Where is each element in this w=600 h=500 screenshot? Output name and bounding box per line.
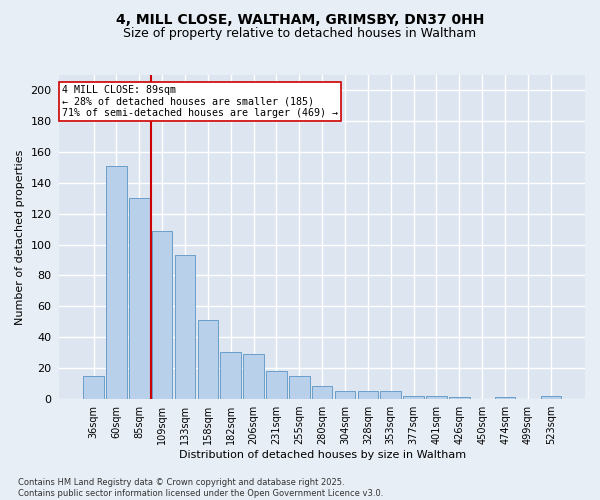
Bar (129, 198, 149, 398)
Bar (358, 391, 378, 398)
Bar (243, 354, 264, 399)
Bar (380, 391, 401, 398)
Bar (152, 230, 172, 398)
Bar (541, 396, 561, 398)
Bar (403, 396, 424, 398)
Bar (83, 376, 104, 398)
Bar (495, 397, 515, 398)
Text: Contains HM Land Registry data © Crown copyright and database right 2025.
Contai: Contains HM Land Registry data © Crown c… (18, 478, 383, 498)
Bar (197, 320, 218, 398)
Bar (289, 376, 310, 398)
Text: Size of property relative to detached houses in Waltham: Size of property relative to detached ho… (124, 28, 476, 40)
Text: 4 MILL CLOSE: 89sqm
← 28% of detached houses are smaller (185)
71% of semi-detac: 4 MILL CLOSE: 89sqm ← 28% of detached ho… (62, 84, 338, 118)
Bar (335, 391, 355, 398)
Bar (449, 397, 470, 398)
Text: 4, MILL CLOSE, WALTHAM, GRIMSBY, DN37 0HH: 4, MILL CLOSE, WALTHAM, GRIMSBY, DN37 0H… (116, 12, 484, 26)
Bar (220, 352, 241, 399)
X-axis label: Distribution of detached houses by size in Waltham: Distribution of detached houses by size … (179, 450, 466, 460)
Bar (106, 166, 127, 398)
Bar (312, 386, 332, 398)
Bar (426, 396, 447, 398)
Y-axis label: Number of detached properties: Number of detached properties (15, 149, 25, 324)
Bar (175, 256, 195, 398)
Bar (266, 371, 287, 398)
